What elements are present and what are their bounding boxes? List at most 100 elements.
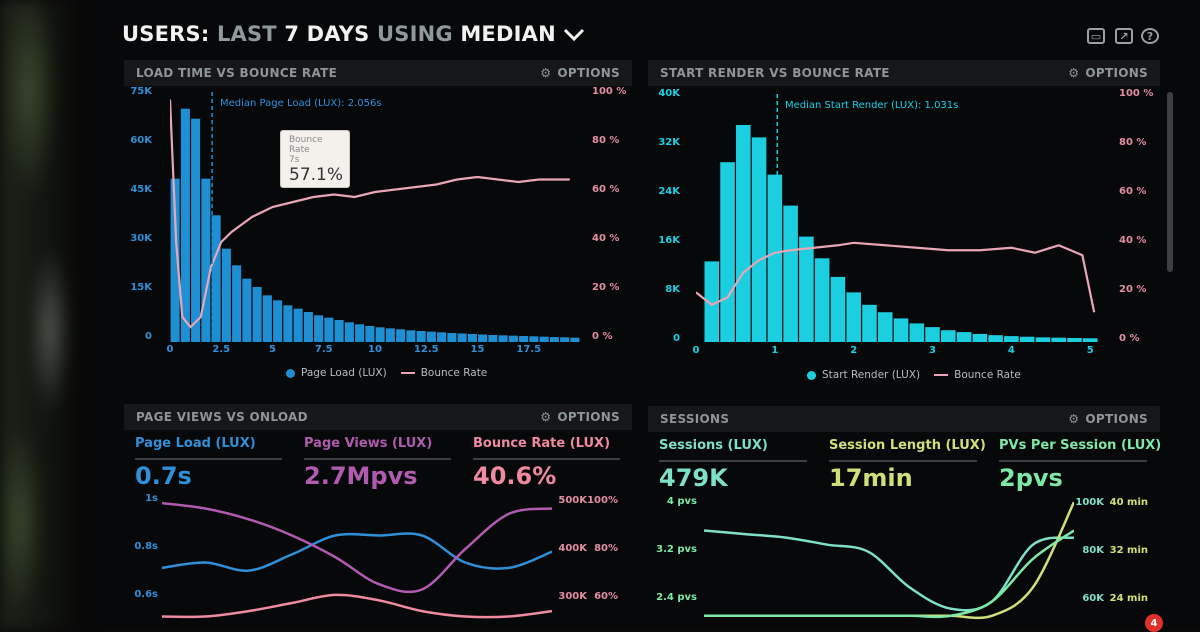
legend-swatch-bounce: [400, 372, 415, 374]
options-label: OPTIONS: [1085, 412, 1148, 426]
bar: [283, 305, 293, 342]
bar: [570, 337, 580, 342]
y-tick-left: 4 pvs: [666, 496, 697, 507]
bar: [1082, 338, 1098, 342]
share-icon[interactable]: ↗: [1115, 28, 1133, 44]
bar: [293, 308, 303, 342]
median-page-load-label: Median Page Load (LUX): 2.056s: [220, 98, 382, 109]
title-last: LAST: [216, 22, 277, 46]
title-aggregate[interactable]: MEDIAN: [460, 22, 585, 46]
y-tick-right: 0 %: [1119, 333, 1140, 344]
bar: [252, 287, 262, 342]
x-tick: 7.5: [314, 344, 333, 355]
x-tick: 5: [1086, 345, 1094, 356]
y-tick-left: 0.8s: [134, 541, 158, 552]
bar: [314, 315, 324, 342]
bar: [375, 327, 385, 342]
y-tick-mid: 80K: [1082, 545, 1104, 556]
notification-badge[interactable]: 4: [1145, 614, 1163, 632]
gear-icon: ⚙: [1068, 412, 1080, 426]
bar: [941, 330, 956, 342]
y-tick-right: 100%: [587, 495, 618, 506]
y-tick-left: 75K: [130, 86, 152, 97]
bar: [334, 320, 344, 342]
options-button[interactable]: ⚙ OPTIONS: [1068, 66, 1148, 80]
metric-label: Session Length (LUX): [829, 438, 986, 453]
bar: [385, 328, 395, 342]
series-line: [704, 529, 1074, 619]
metric-divider: [829, 460, 977, 462]
bar: [355, 324, 365, 342]
bar: [191, 118, 201, 342]
options-button[interactable]: ⚙ OPTIONS: [1068, 412, 1148, 426]
options-button[interactable]: ⚙ OPTIONS: [540, 410, 620, 424]
x-tick: 2: [850, 345, 858, 356]
scrollbar-thumb[interactable]: [1167, 92, 1173, 272]
y-tick-left: 15K: [130, 282, 152, 293]
bar: [704, 261, 720, 342]
metric-label: PVs Per Session (LUX): [999, 438, 1162, 453]
metric-divider: [304, 458, 451, 460]
y-tick-right: 0 %: [592, 331, 613, 342]
series-line: [704, 501, 1074, 620]
bar: [242, 278, 252, 342]
metric-label: Page Views (LUX): [304, 436, 433, 451]
y-tick-mid: 60K: [1082, 593, 1104, 604]
page-views-chart: [162, 501, 552, 619]
median-start-render-label: Median Start Render (LUX): 1.031s: [785, 100, 959, 111]
y-tick-right: 80 %: [592, 135, 620, 146]
y-tick-right: 100 %: [592, 86, 627, 97]
y-tick-left: 3.2 pvs: [656, 544, 697, 555]
y-tick-left: 60K: [130, 135, 152, 146]
bar: [478, 334, 488, 342]
bar: [488, 335, 498, 342]
x-tick: 3: [929, 345, 937, 356]
sessions-chart: [704, 501, 1074, 620]
panel-header-page-views: PAGE VIEWS VS ONLOAD ⚙ OPTIONS: [124, 404, 632, 430]
bar: [767, 174, 783, 342]
bar: [324, 317, 334, 342]
bar: [498, 335, 508, 342]
bar: [303, 312, 313, 342]
tooltip-title: Bounce Rate: [289, 135, 323, 155]
bar: [396, 329, 406, 342]
panel-header-load-time: LOAD TIME VS BOUNCE RATE ⚙ OPTIONS: [124, 60, 632, 86]
title-range: 7 DAYS: [284, 22, 370, 46]
gear-icon: ⚙: [1068, 66, 1080, 80]
panel-header-sessions: SESSIONS ⚙ OPTIONS: [648, 406, 1160, 432]
bar: [1035, 337, 1051, 342]
y-tick-left: 45K: [130, 184, 152, 195]
monitor-icon[interactable]: ▭: [1087, 28, 1105, 44]
y-tick-left: 0: [145, 331, 152, 342]
x-tick: 10: [368, 344, 382, 355]
legend-page-load: Page Load (LUX): [301, 367, 387, 379]
bar: [799, 236, 814, 342]
metric-value: 40.6%: [473, 462, 557, 490]
y-tick-right: 100 %: [1119, 88, 1154, 99]
y-tick-right: 80 %: [1119, 137, 1147, 148]
load-time-legend: Page Load (LUX) Bounce Rate: [286, 367, 487, 379]
y-tick-left: 32K: [658, 137, 680, 148]
bar: [232, 265, 242, 342]
y-tick-left: 2.4 pvs: [656, 592, 697, 603]
aggregate-label: MEDIAN: [460, 22, 556, 46]
bar: [437, 332, 447, 342]
bar: [720, 162, 735, 342]
title-using: USING: [377, 22, 453, 46]
bar: [457, 333, 467, 342]
legend-bounce-rate: Bounce Rate: [420, 367, 488, 379]
legend-swatch-start-render: [807, 370, 816, 380]
bar: [560, 337, 570, 342]
bounce-rate-line: [170, 99, 570, 329]
y-tick-right: 60%: [594, 591, 618, 602]
bar: [529, 336, 539, 342]
y-tick-mid: 500K: [558, 495, 587, 506]
bar: [1004, 336, 1019, 342]
metric-value: 2.7Mpvs: [304, 462, 418, 490]
chevron-down-icon[interactable]: [563, 28, 585, 42]
bar: [956, 332, 972, 342]
options-button[interactable]: ⚙ OPTIONS: [540, 66, 620, 80]
panel-title: START RENDER VS BOUNCE RATE: [660, 66, 890, 80]
bar: [862, 304, 877, 342]
help-icon[interactable]: ?: [1141, 28, 1159, 44]
